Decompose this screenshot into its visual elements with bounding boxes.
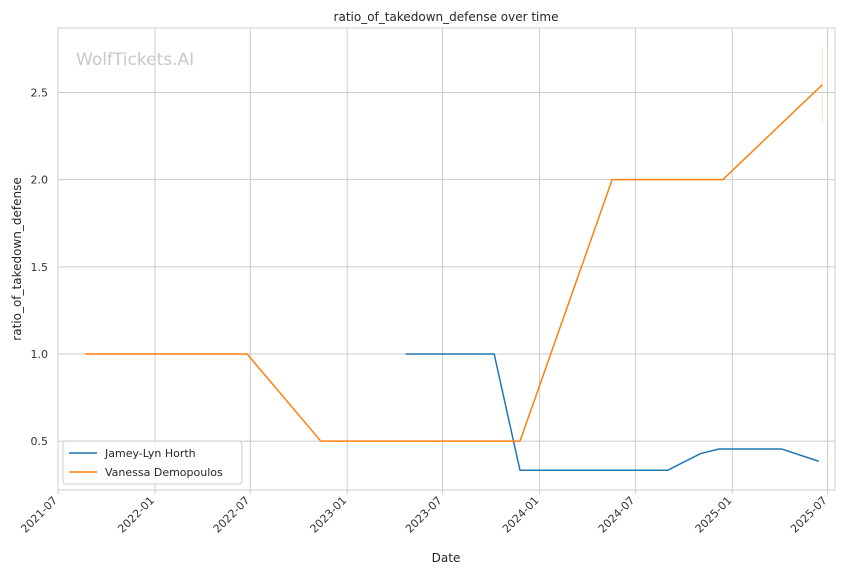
x-axis-title: Date [432, 551, 461, 565]
legend-label-jamey-lyn-horth: Jamey-Lyn Horth [104, 447, 196, 460]
y-tick-label: 1.5 [31, 261, 49, 274]
y-tick-label: 2.0 [31, 174, 49, 187]
y-tick-label: 0.5 [31, 435, 49, 448]
legend-label-vanessa-demopoulos: Vanessa Demopoulos [105, 466, 223, 479]
watermark: WolfTickets.AI [76, 50, 194, 70]
legend: Jamey-Lyn Horth Vanessa Demopoulos [62, 440, 243, 485]
y-axis-ticks: 0.5 1.0 1.5 2.0 2.5 [31, 87, 49, 449]
chart-title: ratio_of_takedown_defense over time [334, 10, 559, 24]
series-line-jamey-lyn-horth [405, 353, 819, 472]
plot-area-frame [57, 27, 836, 491]
y-tick-label: 2.5 [31, 87, 49, 100]
y-axis-title: ratio_of_takedown_defense [10, 177, 24, 340]
series-lines [84, 84, 823, 472]
legend-box [62, 440, 243, 485]
y-tick-label: 1.0 [31, 348, 49, 361]
series-line-vanessa-demopoulos [84, 84, 823, 442]
